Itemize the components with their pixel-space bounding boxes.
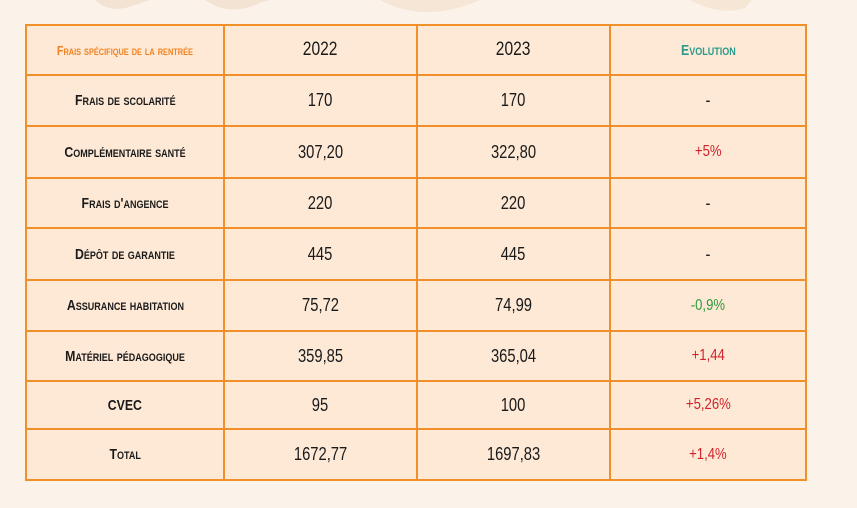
header-year-2023-cell: 2023 [416,24,611,76]
value-2022: 170 [308,90,333,110]
header-year-2023: 2023 [496,39,531,60]
evolution-value-cell: +5% [609,125,807,179]
row-label: Complémentaire santé [64,143,186,161]
evolution-value-cell: +1,4% [609,428,807,481]
value-2023-cell: 74,99 [416,279,611,332]
evolution-value: - [705,243,711,264]
row-label: Matériel pédagogique [65,347,185,365]
value-2023: 322,80 [490,141,537,162]
value-2022: 359,85 [297,345,344,366]
evolution-value: +5% [694,143,722,160]
table-row: Complémentaire santé 307,20 322,80 +5% [25,125,807,179]
evolution-value-cell: - [609,177,807,229]
value-2023: 1697,83 [486,444,541,464]
evolution-value: +1,4% [689,445,727,463]
table-row: Matériel pédagogique 359,85 365,04 +1,44 [25,330,807,382]
value-2022-cell: 445 [223,227,418,281]
value-2023-cell: 1697,83 [416,428,611,481]
value-2022: 75,72 [302,295,339,315]
evolution-value: - [705,90,711,110]
row-label: Frais de scolarité [74,92,176,109]
value-2022: 220 [308,192,333,213]
row-label: Assurance habitation [66,297,184,314]
table-row: Frais d'angence 220 220 - [25,177,807,229]
value-2023: 74,99 [495,295,532,315]
value-2022-cell: 1672,77 [223,428,418,481]
row-label-cell: Assurance habitation [25,279,225,332]
row-label-cell: Matériel pédagogique [25,330,225,382]
row-label-cell: Complémentaire santé [25,125,225,179]
row-label-cell: Dépôt de garantie [25,227,225,281]
table-row: CVEC 95 100 +5,26% [25,380,807,430]
value-2022: 445 [308,243,333,264]
value-2023: 170 [501,90,526,110]
table-row: Total 1672,77 1697,83 +1,4% [25,428,807,481]
value-2023-cell: 170 [416,74,611,127]
row-label: Frais d'angence [81,194,169,212]
value-2023-cell: 445 [416,227,611,281]
value-2023: 220 [501,192,526,213]
header-evolution-cell: Evolution [609,24,807,76]
evolution-value: +1,44 [691,347,725,364]
header-label: Frais spécifique de la rentrée [56,42,194,58]
value-2022-cell: 307,20 [223,125,418,179]
value-2022: 95 [312,394,329,415]
evolution-value-cell: +5,26% [609,380,807,430]
evolution-value-cell: - [609,74,807,127]
header-year-2022-cell: 2022 [223,24,418,76]
value-2022: 1672,77 [293,444,348,464]
table-row: Frais de scolarité 170 170 - [25,74,807,127]
evolution-value: -0,9% [690,296,726,314]
row-label-cell: Frais de scolarité [25,74,225,127]
value-2023-cell: 100 [416,380,611,430]
evolution-value-cell: - [609,227,807,281]
table-row: Assurance habitation 75,72 74,99 -0,9% [25,279,807,332]
value-2023: 445 [501,243,526,264]
row-label-cell: Total [25,428,225,481]
table-row: Dépôt de garantie 445 445 - [25,227,807,281]
evolution-value-cell: +1,44 [609,330,807,382]
value-2022-cell: 220 [223,177,418,229]
fees-table: Frais spécifique de la rentrée 2022 2023… [25,24,807,481]
evolution-value-cell: -0,9% [609,279,807,332]
evolution-value: +5,26% [685,396,731,413]
row-label-cell: Frais d'angence [25,177,225,229]
header-year-2022: 2022 [303,39,338,60]
row-label-cell: CVEC [25,380,225,430]
value-2022-cell: 95 [223,380,418,430]
evolution-value: - [705,192,711,213]
header-row: Frais spécifique de la rentrée 2022 2023… [25,24,807,76]
header-evolution: Evolution [680,41,736,59]
row-label: Total [109,446,141,463]
header-label-cell: Frais spécifique de la rentrée [25,24,225,76]
value-2022-cell: 170 [223,74,418,127]
row-label: Dépôt de garantie [75,245,175,263]
value-2023: 365,04 [490,345,537,366]
value-2022-cell: 359,85 [223,330,418,382]
value-2022-cell: 75,72 [223,279,418,332]
row-label: CVEC [107,396,143,414]
value-2023-cell: 322,80 [416,125,611,179]
value-2023: 100 [501,394,526,415]
value-2022: 307,20 [297,141,344,162]
value-2023-cell: 365,04 [416,330,611,382]
value-2023-cell: 220 [416,177,611,229]
